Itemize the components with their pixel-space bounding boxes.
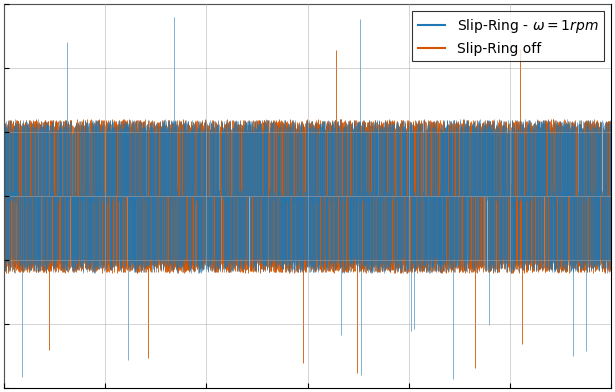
Legend: Slip-Ring - $\omega = 1rpm$, Slip-Ring off: Slip-Ring - $\omega = 1rpm$, Slip-Ring o… xyxy=(412,11,604,61)
